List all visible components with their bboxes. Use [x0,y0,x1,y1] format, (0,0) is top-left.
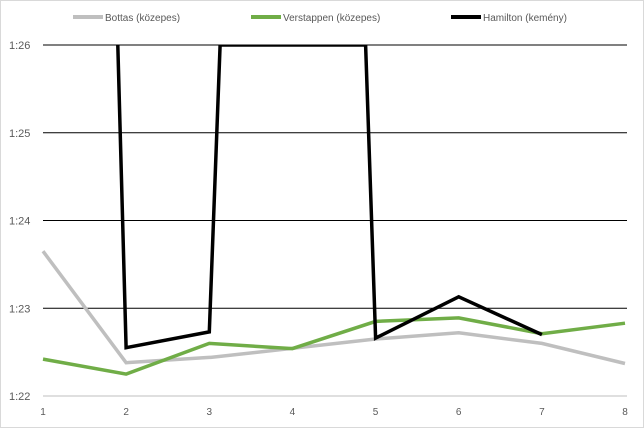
x-tick-label: 4 [290,407,296,418]
series-lines [41,45,626,376]
series-line-2 [42,316,626,376]
x-tick-label: 3 [207,407,213,418]
y-tick-label: 1:22 [9,391,30,403]
x-tick-label: 7 [539,407,545,418]
y-axis-ticks: 1:22 1:23 1:24 1:25 1:26 [9,40,30,403]
y-tick-label: 1:26 [9,40,30,52]
x-axis-ticks: 1 2 3 4 5 6 7 8 [40,407,628,418]
y-tick-label: 1:24 [9,216,30,228]
y-tick-label: 1:25 [9,128,30,140]
legend-label: Verstappen (közepes) [283,13,380,24]
x-tick-label: 1 [40,407,46,418]
gridlines [43,44,627,397]
legend-label: Bottas (közepes) [105,13,180,24]
series-line-3 [116,45,543,350]
legend-label: Hamilton (kemény) [483,13,567,24]
x-tick-label: 6 [456,407,462,418]
legend: Bottas (közepes) Verstappen (közepes) Hami… [73,13,567,24]
x-tick-label: 5 [373,407,379,418]
y-tick-label: 1:23 [9,303,30,315]
x-tick-label: 2 [123,407,129,418]
x-tick-label: 8 [622,407,628,418]
